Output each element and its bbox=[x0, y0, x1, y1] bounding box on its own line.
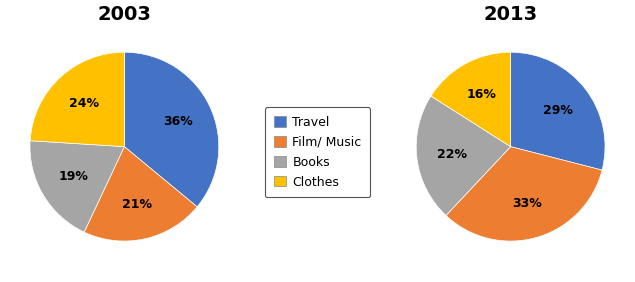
Wedge shape bbox=[431, 52, 511, 147]
Title: 2013: 2013 bbox=[484, 5, 538, 24]
Title: 2003: 2003 bbox=[97, 5, 151, 24]
Wedge shape bbox=[84, 147, 197, 241]
Wedge shape bbox=[446, 147, 602, 241]
Wedge shape bbox=[416, 96, 511, 215]
Wedge shape bbox=[30, 52, 124, 147]
Text: 33%: 33% bbox=[512, 197, 542, 210]
Text: 22%: 22% bbox=[437, 147, 467, 160]
Text: 19%: 19% bbox=[58, 170, 88, 183]
Text: 24%: 24% bbox=[69, 97, 98, 110]
Text: 21%: 21% bbox=[123, 198, 152, 211]
Legend: Travel, Film/ Music, Books, Clothes: Travel, Film/ Music, Books, Clothes bbox=[265, 107, 370, 197]
Wedge shape bbox=[511, 52, 605, 170]
Wedge shape bbox=[124, 52, 219, 207]
Text: 29%: 29% bbox=[543, 104, 573, 117]
Wedge shape bbox=[30, 141, 124, 232]
Text: 16%: 16% bbox=[467, 88, 497, 101]
Text: 36%: 36% bbox=[163, 115, 193, 128]
